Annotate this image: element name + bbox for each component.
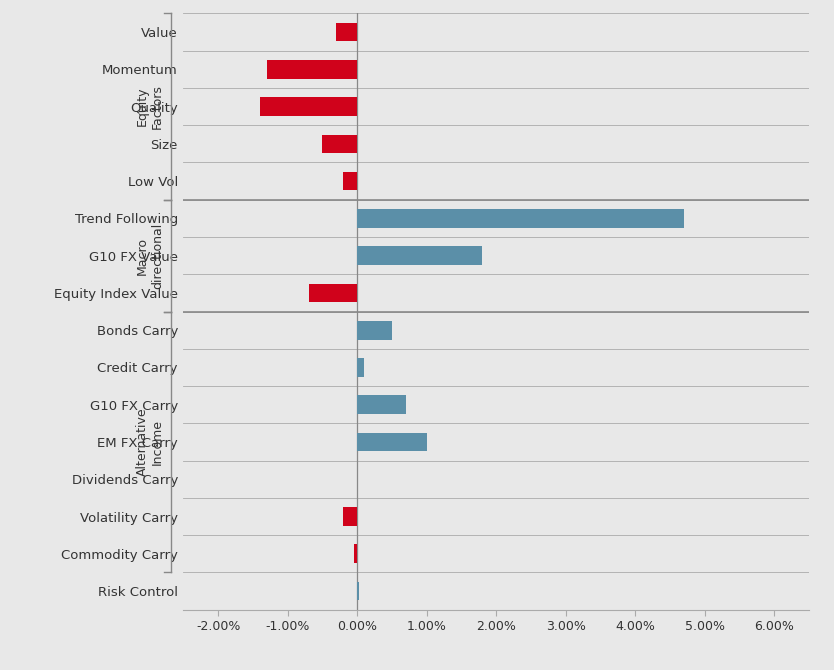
Text: Equity
Factors: Equity Factors	[136, 84, 164, 129]
Bar	[357, 433, 427, 452]
Bar	[336, 23, 357, 42]
Bar	[344, 172, 357, 190]
Bar	[267, 60, 357, 78]
Bar	[323, 135, 357, 153]
Bar	[260, 97, 357, 116]
Text: Macro
directional: Macro directional	[136, 222, 164, 289]
Bar	[354, 545, 357, 563]
Bar	[309, 283, 357, 302]
Bar	[357, 209, 684, 228]
Bar	[357, 247, 482, 265]
Bar	[344, 507, 357, 526]
Bar	[357, 358, 364, 377]
Bar	[357, 582, 359, 600]
Bar	[357, 395, 406, 414]
Bar	[357, 321, 392, 340]
Text: Alternative
Income: Alternative Income	[136, 407, 164, 476]
